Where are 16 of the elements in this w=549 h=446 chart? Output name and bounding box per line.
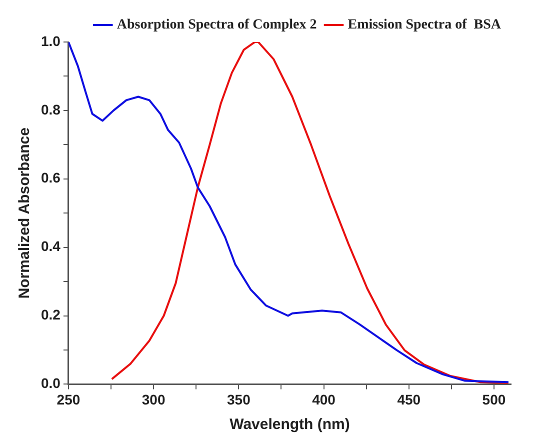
y-tick-label: 0.6 bbox=[40, 170, 61, 186]
y-tick-label: 1.0 bbox=[40, 32, 61, 49]
legend-label: Emission Spectra of BSA bbox=[348, 18, 502, 33]
x-tick-label: 300 bbox=[142, 391, 166, 408]
x-tick-label: 450 bbox=[397, 391, 421, 408]
y-axis-title: Normalized Absorbance bbox=[16, 128, 34, 299]
x-tick-label: 250 bbox=[56, 391, 80, 408]
x-tick-label: 400 bbox=[312, 391, 336, 408]
y-tick-label: 0.4 bbox=[40, 238, 61, 254]
x-tick-label: 500 bbox=[482, 391, 506, 408]
legend-label: Absorption Spectra of Complex 2 bbox=[116, 18, 317, 33]
x-axis-title: Wavelength (nm) bbox=[230, 416, 350, 434]
y-tick-label: 0.2 bbox=[40, 306, 61, 323]
y-tick-label: 0.8 bbox=[40, 101, 61, 118]
x-tick-label: 350 bbox=[226, 391, 251, 408]
y-tick-label: 0.0 bbox=[40, 375, 61, 392]
